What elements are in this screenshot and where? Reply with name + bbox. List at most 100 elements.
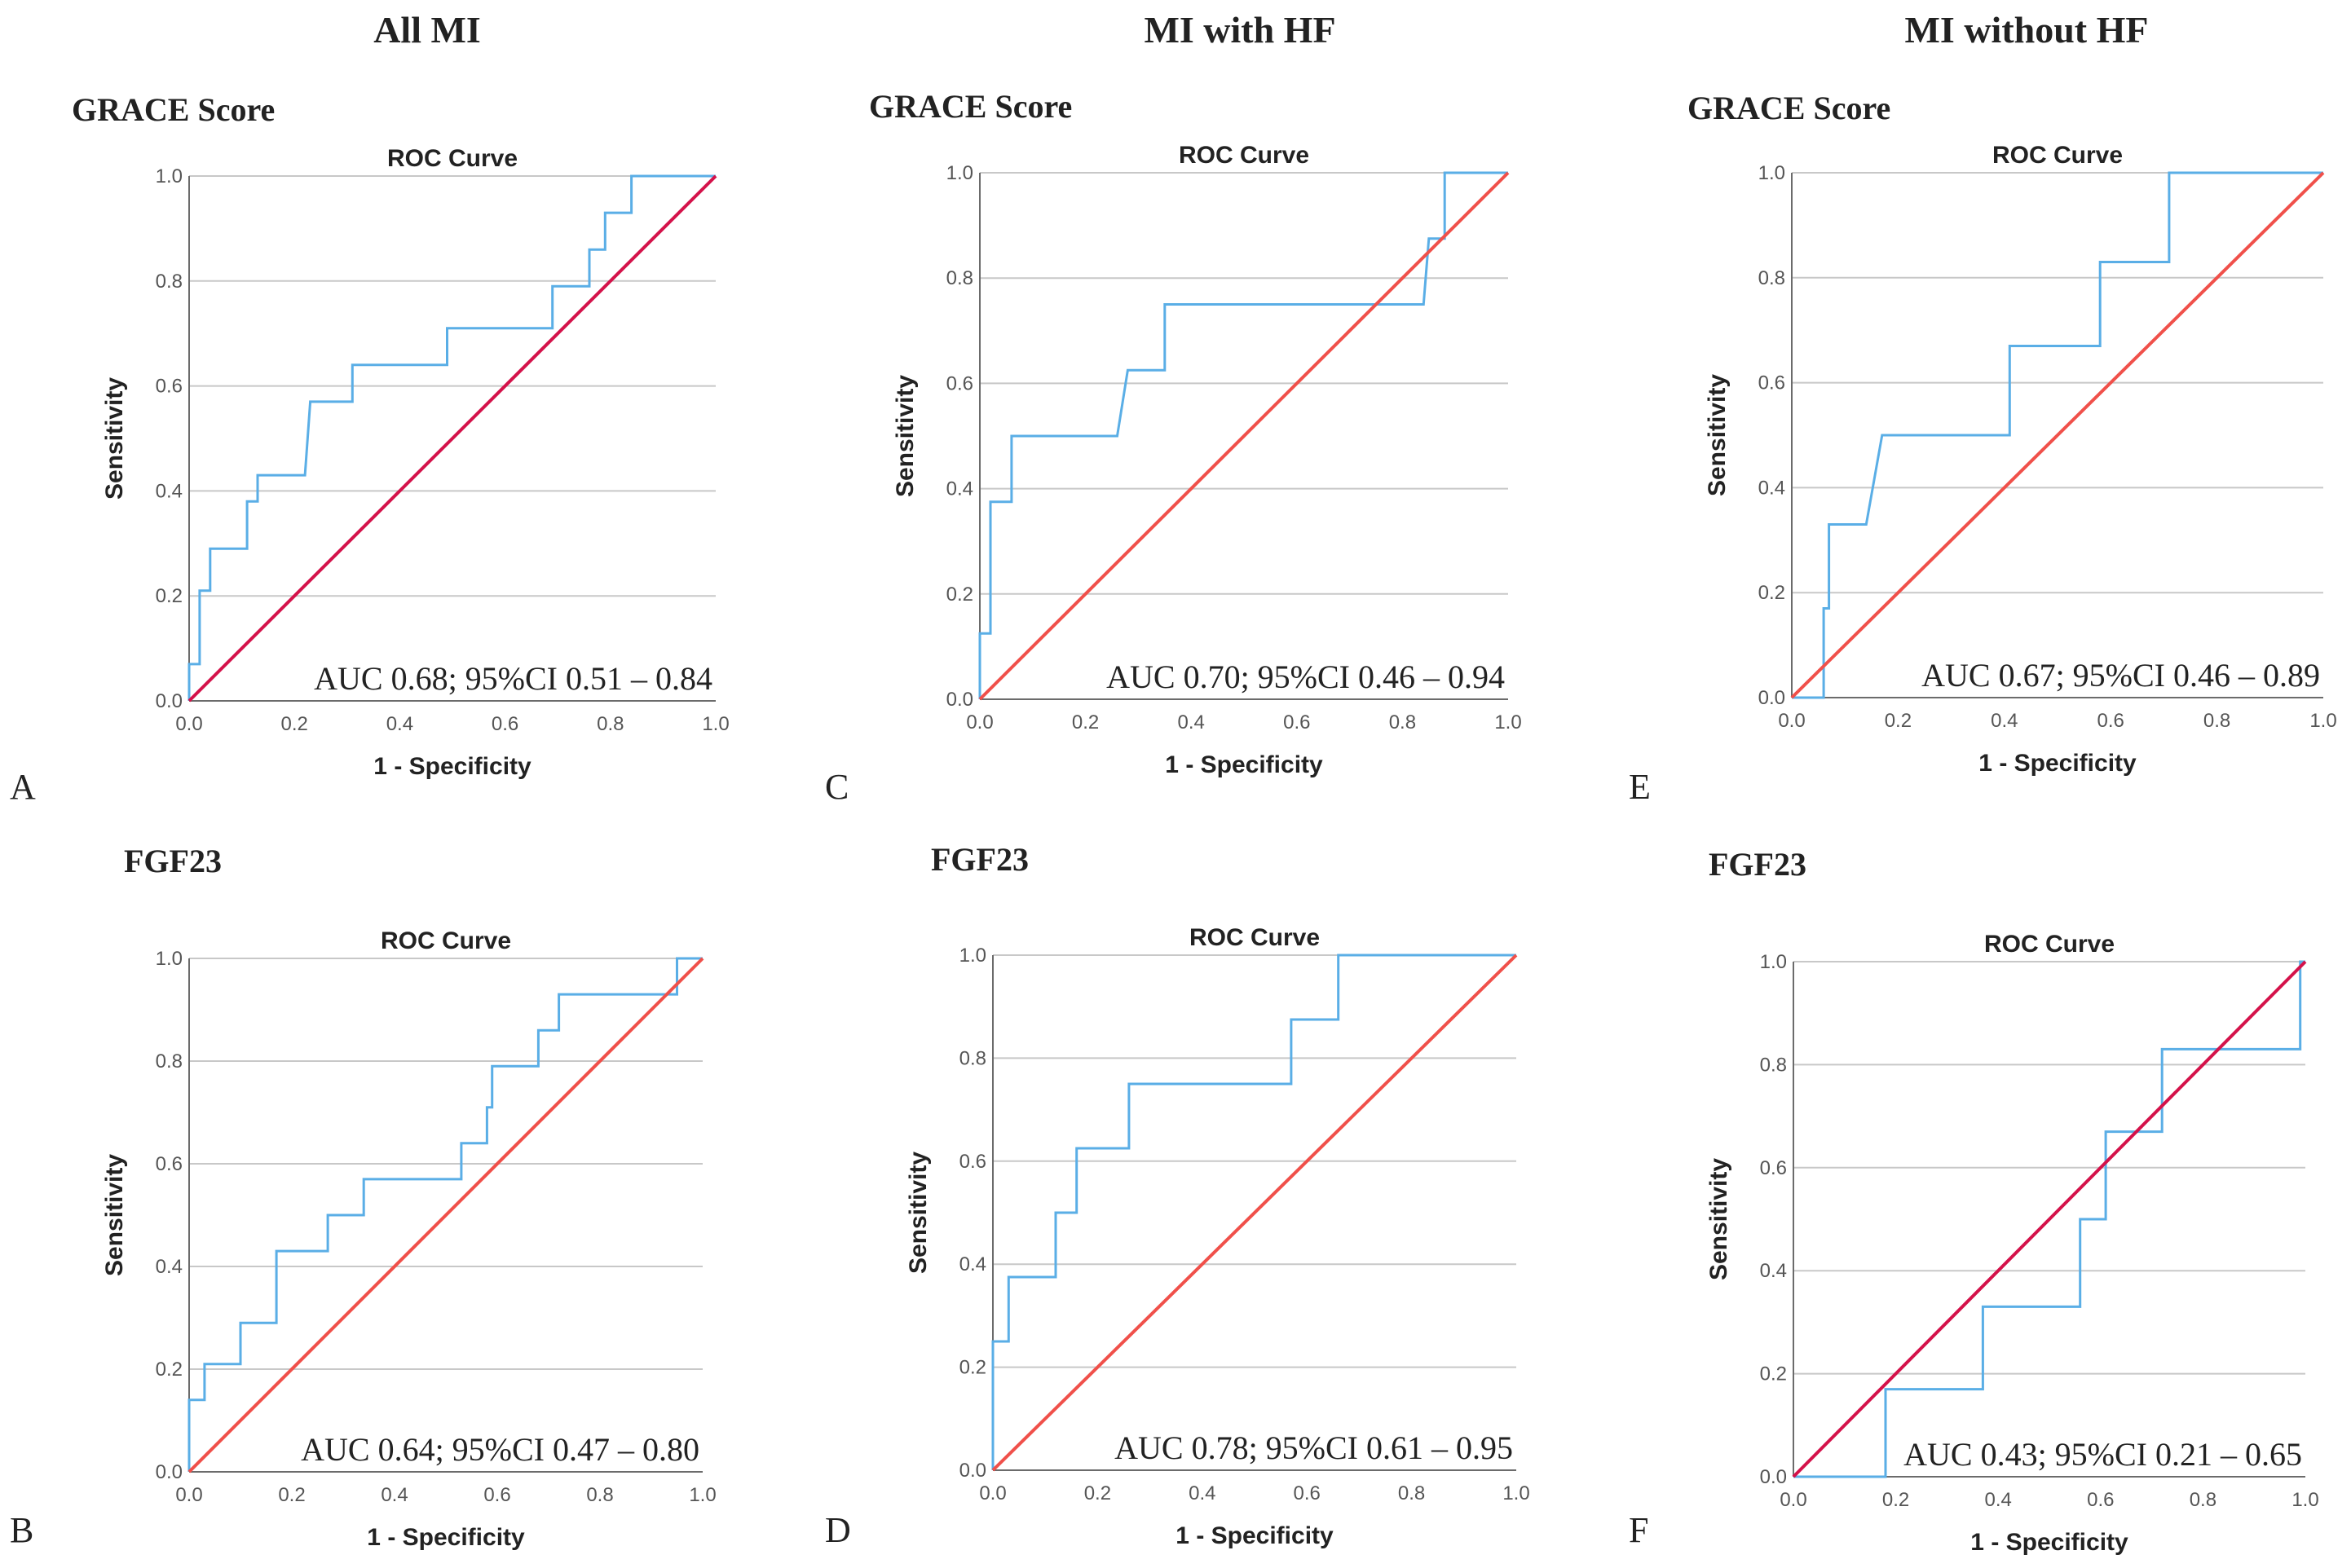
y-tick-b-4: 0.8 bbox=[156, 1050, 183, 1072]
x-tick-c-0: 0.0 bbox=[966, 711, 993, 733]
panel-label-e: E bbox=[1629, 767, 1651, 807]
x-axis-label-d: 1 - Specificity bbox=[1176, 1522, 1334, 1549]
reference-line-e bbox=[1790, 171, 2325, 699]
x-tick-c-2: 0.4 bbox=[1178, 711, 1205, 733]
y-tick-d-1: 0.2 bbox=[959, 1357, 986, 1379]
y-tick-b-1: 0.2 bbox=[156, 1359, 183, 1381]
x-tick-a-2: 0.4 bbox=[386, 713, 413, 735]
x-axis-label-e: 1 - Specificity bbox=[1978, 750, 2137, 777]
y-tick-e-1: 0.2 bbox=[1758, 582, 1785, 604]
x-tick-f-1: 0.2 bbox=[1882, 1489, 1909, 1511]
y-tick-c-4: 0.8 bbox=[946, 267, 973, 289]
y-tick-d-0: 0.0 bbox=[959, 1460, 986, 1482]
x-tick-a-0: 0.0 bbox=[175, 713, 202, 735]
y-axis-label-b: Sensitivity bbox=[101, 1154, 128, 1276]
y-tick-f-4: 0.8 bbox=[1760, 1054, 1787, 1076]
auc-annotation-b: AUC 0.64; 95%CI 0.47 – 0.80 bbox=[301, 1431, 699, 1468]
y-tick-a-2: 0.4 bbox=[156, 480, 183, 502]
section-label-f: FGF23 bbox=[1709, 846, 1806, 883]
panel-label-b: B bbox=[10, 1510, 33, 1550]
y-tick-f-0: 0.0 bbox=[1760, 1466, 1787, 1488]
auc-annotation-a: AUC 0.68; 95%CI 0.51 – 0.84 bbox=[314, 660, 712, 697]
auc-annotation-e: AUC 0.67; 95%CI 0.46 – 0.89 bbox=[1921, 657, 2320, 694]
y-tick-f-1: 0.2 bbox=[1760, 1363, 1787, 1385]
x-tick-e-0: 0.0 bbox=[1778, 710, 1805, 732]
panel-label-a: A bbox=[10, 767, 36, 807]
x-tick-c-1: 0.2 bbox=[1072, 711, 1099, 733]
panel-label-f: F bbox=[1629, 1510, 1648, 1550]
x-tick-b-5: 1.0 bbox=[689, 1484, 716, 1506]
y-tick-c-0: 0.0 bbox=[946, 689, 973, 711]
x-axis-label-f: 1 - Specificity bbox=[1970, 1529, 2128, 1556]
y-tick-f-5: 1.0 bbox=[1760, 951, 1787, 973]
x-tick-f-2: 0.4 bbox=[1985, 1489, 2012, 1511]
x-tick-e-2: 0.4 bbox=[1991, 710, 2018, 732]
x-tick-f-5: 1.0 bbox=[2291, 1489, 2318, 1511]
roc-curve-c bbox=[978, 171, 1508, 699]
auc-annotation-c: AUC 0.70; 95%CI 0.46 – 0.94 bbox=[1106, 658, 1505, 695]
y-tick-f-3: 0.6 bbox=[1760, 1157, 1787, 1179]
auc-annotation-f: AUC 0.43; 95%CI 0.21 – 0.65 bbox=[1903, 1436, 2302, 1473]
x-tick-f-3: 0.6 bbox=[2087, 1489, 2114, 1511]
x-tick-b-1: 0.2 bbox=[278, 1484, 305, 1506]
y-tick-e-0: 0.0 bbox=[1758, 687, 1785, 709]
roc-panel-c: C GRACE Score ROC Curve 0.00.0 0.2 0.2 0.4 0.4 0… bbox=[825, 88, 1522, 807]
x-tick-c-3: 0.6 bbox=[1283, 711, 1310, 733]
x-axis-label-b: 1 - Specificity bbox=[367, 1524, 525, 1551]
reference-line-b bbox=[187, 957, 704, 1473]
y-tick-a-4: 0.8 bbox=[156, 271, 183, 293]
y-tick-c-5: 1.0 bbox=[946, 162, 973, 184]
x-tick-a-3: 0.6 bbox=[492, 713, 518, 735]
x-axis-label-a: 1 - Specificity bbox=[373, 753, 532, 780]
y-axis-label-e: Sensitivity bbox=[1704, 374, 1731, 496]
y-axis-label-f: Sensitivity bbox=[1705, 1158, 1732, 1280]
section-label-a: GRACE Score bbox=[72, 91, 275, 128]
x-tick-b-3: 0.6 bbox=[483, 1484, 510, 1506]
x-tick-e-1: 0.2 bbox=[1885, 710, 1912, 732]
roc-panel-b: B FGF23 ROC Curve 0.00.0 0.2 0.2 0.4 0.4 0.6 0.6 0… bbox=[10, 843, 717, 1551]
y-tick-d-5: 1.0 bbox=[959, 945, 986, 967]
x-tick-d-3: 0.6 bbox=[1294, 1482, 1321, 1504]
x-axis-label-c: 1 - Specificity bbox=[1165, 751, 1323, 778]
roc-panel-d: D FGF23 ROC Curve 0.00.0 0.2 0.2 0.4 0.4 0.6 0.6 0… bbox=[825, 841, 1530, 1550]
y-tick-a-3: 0.6 bbox=[156, 376, 183, 398]
reference-line-c bbox=[978, 171, 1510, 701]
y-tick-d-4: 0.8 bbox=[959, 1047, 986, 1069]
panel-label-d: D bbox=[825, 1510, 851, 1550]
section-label-c: GRACE Score bbox=[869, 88, 1072, 125]
y-axis-label-d: Sensitivity bbox=[905, 1152, 932, 1274]
column-header-mi-without-hf: MI without HF bbox=[1905, 9, 2149, 51]
chart-title-d: ROC Curve bbox=[1189, 924, 1320, 951]
roc-curve-f bbox=[1793, 960, 2305, 1478]
y-tick-c-3: 0.6 bbox=[946, 372, 973, 394]
reference-line-f bbox=[1792, 960, 2307, 1478]
y-tick-b-2: 0.4 bbox=[156, 1256, 183, 1278]
y-tick-e-2: 0.4 bbox=[1758, 477, 1785, 499]
y-tick-f-2: 0.4 bbox=[1760, 1260, 1787, 1282]
x-tick-e-3: 0.6 bbox=[2097, 710, 2124, 732]
section-label-b: FGF23 bbox=[124, 843, 222, 879]
roc-curve-d bbox=[991, 954, 1516, 1470]
x-tick-d-0: 0.0 bbox=[979, 1482, 1006, 1504]
section-label-d: FGF23 bbox=[931, 841, 1029, 878]
x-tick-c-5: 1.0 bbox=[1494, 711, 1521, 733]
roc-panel-a: A GRACE Score ROC Curve 0.00.0 0.2 0.2 0.4 0.4 0… bbox=[10, 91, 730, 807]
x-tick-b-2: 0.4 bbox=[381, 1484, 408, 1506]
chart-title-e: ROC Curve bbox=[1992, 142, 2123, 169]
chart-title-c: ROC Curve bbox=[1179, 142, 1309, 169]
reference-line-a bbox=[187, 174, 717, 703]
y-tick-d-3: 0.6 bbox=[959, 1151, 986, 1173]
panel-label-c: C bbox=[825, 767, 849, 807]
x-tick-d-4: 0.8 bbox=[1398, 1482, 1425, 1504]
roc-curve-e bbox=[1792, 171, 2323, 699]
y-tick-a-5: 1.0 bbox=[156, 165, 183, 187]
auc-annotation-d: AUC 0.78; 95%CI 0.61 – 0.95 bbox=[1114, 1429, 1513, 1466]
roc-curve-a bbox=[187, 174, 716, 701]
chart-title-a: ROC Curve bbox=[387, 145, 518, 172]
y-tick-e-4: 0.8 bbox=[1758, 267, 1785, 289]
y-tick-e-5: 1.0 bbox=[1758, 162, 1785, 184]
roc-panel-f: F FGF23 ROC Curve 0.00.0 0.2 0.2 0.4 0.4 0.6 0.6 0… bbox=[1629, 846, 2319, 1556]
roc-panel-e: E GRACE Score ROC Curve 0.00.0 0.2 0.2 0.4 0.4 0… bbox=[1629, 90, 2337, 807]
y-tick-a-1: 0.2 bbox=[156, 585, 183, 607]
x-tick-c-4: 0.8 bbox=[1389, 711, 1416, 733]
